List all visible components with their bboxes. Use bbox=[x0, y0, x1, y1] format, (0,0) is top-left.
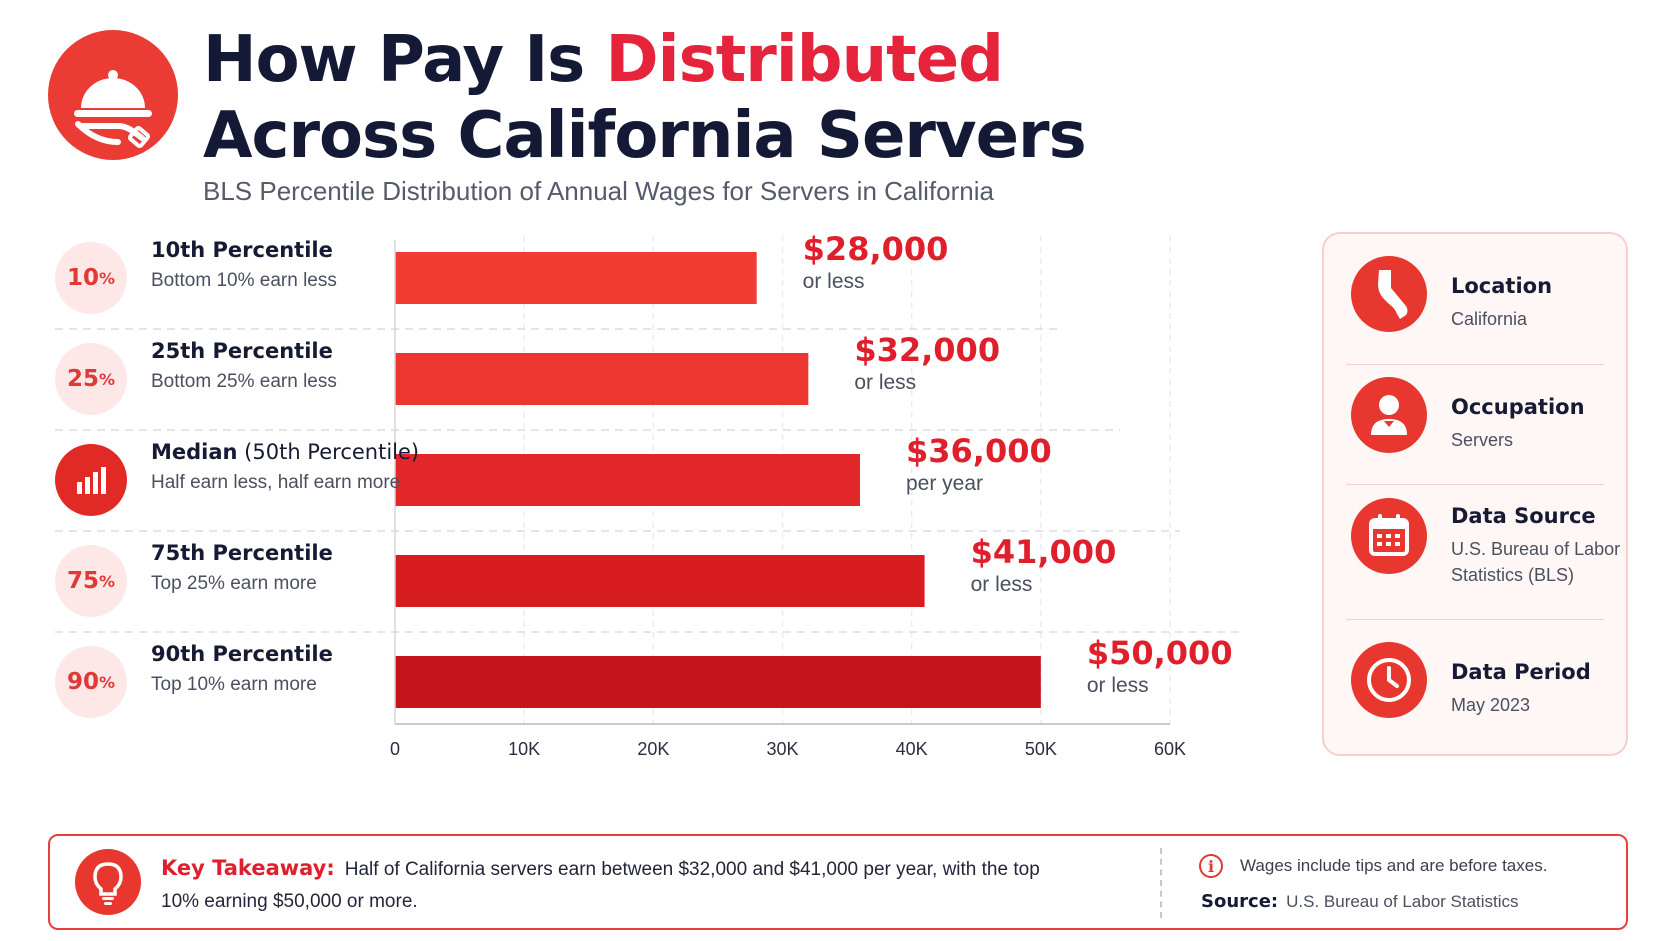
row-label: 25th Percentile Bottom 25% earn less bbox=[151, 339, 337, 393]
info-value-data-period: May 2023 bbox=[1451, 695, 1531, 715]
x-tick-label: 30K bbox=[766, 739, 798, 759]
takeaway-divider bbox=[1160, 848, 1162, 918]
data-value-label: $50,000 bbox=[1086, 634, 1233, 672]
bar-median bbox=[395, 454, 860, 506]
serving-cloche-logo-icon bbox=[48, 30, 178, 160]
row-name-main: 10th Percentile bbox=[151, 238, 333, 262]
percent-sign: % bbox=[98, 571, 116, 591]
data-value-sub: or less bbox=[802, 270, 865, 293]
title-part1: How Pay Is bbox=[203, 23, 585, 97]
california-map-icon bbox=[1351, 256, 1427, 332]
row-name: Median (50th Percentile) bbox=[151, 440, 419, 464]
row-name-main: 75th Percentile bbox=[151, 541, 333, 565]
info-divider bbox=[1346, 484, 1604, 485]
row-description: Half earn less, half earn more bbox=[151, 472, 401, 493]
bar-10th-percentile bbox=[395, 252, 757, 304]
info-value-occupation: Servers bbox=[1451, 430, 1514, 450]
x-tick-label: 40K bbox=[896, 739, 928, 759]
info-title-occupation: Occupation bbox=[1451, 395, 1585, 419]
info-icon: i bbox=[1199, 854, 1223, 878]
info-title-data-period: Data Period bbox=[1451, 660, 1591, 684]
row-description: Bottom 10% earn less bbox=[151, 270, 337, 291]
x-tick-label: 60K bbox=[1154, 739, 1186, 759]
data-value-label: $32,000 bbox=[854, 331, 1001, 369]
row-name-paren: (50th Percentile) bbox=[237, 440, 420, 464]
data-value-sub: per year bbox=[906, 472, 984, 495]
value-label-block: $28,000 or less bbox=[803, 230, 949, 294]
percentile-badge: 75% bbox=[55, 545, 127, 617]
x-tick-label: 10K bbox=[508, 739, 540, 759]
data-value-sub: or less bbox=[970, 573, 1033, 596]
row-description: Top 10% earn more bbox=[151, 674, 317, 695]
source-line: Source: U.S. Bureau of Labor Statistics bbox=[1201, 891, 1519, 912]
wages-note: Wages include tips and are before taxes. bbox=[1240, 856, 1548, 875]
info-value-data-source: U.S. Bureau of Labor Statistics (BLS) bbox=[1451, 539, 1621, 585]
key-takeaway-box: Key Takeaway: Half of California servers … bbox=[48, 834, 1628, 930]
clock-icon bbox=[1351, 642, 1427, 718]
source-value: U.S. Bureau of Labor Statistics bbox=[1286, 892, 1519, 911]
info-title-location: Location bbox=[1451, 274, 1553, 298]
percentile-badge-number: 25 bbox=[66, 366, 99, 392]
data-value-label: $28,000 bbox=[802, 230, 949, 268]
x-tick-label: 20K bbox=[637, 739, 669, 759]
title-line2: Across California Servers bbox=[203, 99, 1087, 173]
info-title-data-source: Data Source bbox=[1451, 504, 1596, 528]
percentile-badge: 25% bbox=[55, 343, 127, 415]
takeaway-text-block: Key Takeaway: Half of California servers … bbox=[161, 852, 1061, 918]
row-label: Median (50th Percentile) Half earn less, … bbox=[151, 440, 419, 494]
calendar-icon bbox=[1351, 498, 1427, 574]
bar-75th-percentile bbox=[395, 555, 925, 607]
percentile-badge: 90% bbox=[55, 646, 127, 718]
row-name: 10th Percentile bbox=[151, 238, 337, 262]
percent-sign: % bbox=[98, 268, 116, 288]
row-name-main: Median bbox=[151, 440, 238, 464]
data-value-sub: or less bbox=[1086, 674, 1149, 697]
row-name: 75th Percentile bbox=[151, 541, 333, 565]
title-highlight: Distributed bbox=[605, 23, 1004, 97]
x-tick-label: 0 bbox=[390, 739, 400, 759]
page-title: How Pay Is Distributed Across California… bbox=[203, 22, 1087, 174]
chart-plot-area: 010K20K30K40K50K60KAnnual Wage (USD) bbox=[55, 236, 1240, 759]
value-label-block: $50,000 or less bbox=[1087, 634, 1233, 698]
percentile-badge: 10% bbox=[55, 242, 127, 314]
row-label: 10th Percentile Bottom 10% earn less bbox=[151, 238, 337, 292]
percentile-badge-number: 10 bbox=[66, 265, 99, 291]
percentile-chart: 010K20K30K40K50K60KAnnual Wage (USD)10%1… bbox=[0, 230, 1320, 770]
bar-90th-percentile bbox=[395, 656, 1041, 708]
data-value-label: $36,000 bbox=[906, 432, 1052, 470]
percentile-badge-number: 90 bbox=[66, 669, 99, 695]
row-label: 90th Percentile Top 10% earn more bbox=[151, 642, 333, 696]
bar-25th-percentile bbox=[395, 353, 809, 405]
value-label-block: $36,000 per year bbox=[906, 432, 1052, 496]
median-bar-chart-icon bbox=[55, 444, 127, 516]
value-label-block: $32,000 or less bbox=[854, 331, 1000, 395]
row-label: 75th Percentile Top 25% earn more bbox=[151, 541, 333, 595]
x-tick-label: 50K bbox=[1025, 739, 1057, 759]
row-name-main: 90th Percentile bbox=[151, 642, 333, 666]
info-value-location: California bbox=[1451, 309, 1528, 329]
takeaway-text: Half of California servers earn between … bbox=[161, 859, 1040, 912]
percent-sign: % bbox=[98, 672, 116, 692]
row-name: 90th Percentile bbox=[151, 642, 333, 666]
data-value-sub: or less bbox=[854, 371, 917, 394]
source-label: Source: bbox=[1201, 891, 1279, 912]
value-label-block: $41,000 or less bbox=[971, 533, 1117, 597]
page-subtitle: BLS Percentile Distribution of Annual Wa… bbox=[203, 176, 994, 206]
lightbulb-icon bbox=[75, 849, 141, 915]
row-name-main: 25th Percentile bbox=[151, 339, 333, 363]
row-description: Bottom 25% earn less bbox=[151, 371, 337, 392]
server-person-icon bbox=[1351, 377, 1427, 453]
takeaway-label: Key Takeaway: bbox=[161, 856, 335, 880]
row-name: 25th Percentile bbox=[151, 339, 337, 363]
info-divider bbox=[1346, 364, 1604, 365]
info-divider bbox=[1346, 619, 1604, 620]
percentile-badge-number: 75 bbox=[66, 568, 99, 594]
row-description: Top 25% earn more bbox=[151, 573, 317, 594]
data-value-label: $41,000 bbox=[970, 533, 1117, 571]
info-panel: Location California Occupation Servers bbox=[1322, 232, 1628, 756]
percent-sign: % bbox=[98, 369, 116, 389]
